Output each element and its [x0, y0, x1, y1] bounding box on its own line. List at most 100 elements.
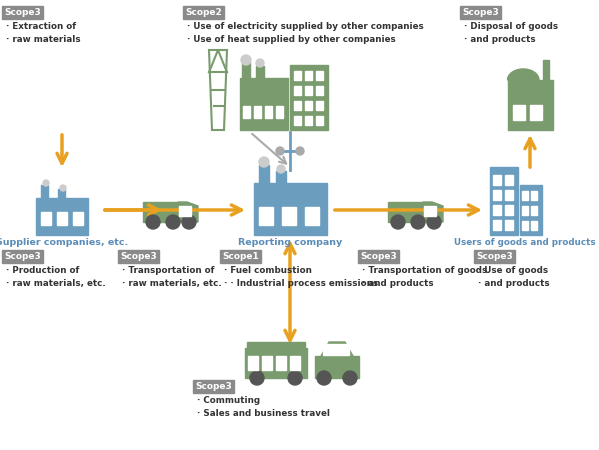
Bar	[531, 221, 537, 230]
Bar	[505, 220, 513, 230]
Text: · Disposal of goods: · Disposal of goods	[464, 22, 558, 31]
Polygon shape	[178, 202, 198, 222]
Bar	[305, 71, 312, 80]
Circle shape	[391, 215, 405, 229]
Bar	[57, 212, 67, 225]
Text: · Transportation of: · Transportation of	[122, 266, 214, 275]
Text: Scope3: Scope3	[120, 252, 157, 261]
Text: · Extraction of: · Extraction of	[6, 22, 76, 31]
Bar	[254, 106, 261, 118]
Bar	[513, 105, 525, 120]
Bar	[294, 116, 301, 125]
Bar	[276, 106, 283, 118]
Circle shape	[60, 185, 66, 191]
Text: · and products: · and products	[464, 35, 536, 44]
Bar	[505, 190, 513, 200]
Bar	[247, 342, 305, 348]
Text: Scope2: Scope2	[185, 8, 222, 17]
Bar	[315, 356, 359, 378]
Bar	[143, 202, 178, 222]
Bar	[493, 205, 501, 215]
Bar	[259, 165, 269, 183]
Bar	[179, 206, 191, 216]
Text: Scope3: Scope3	[195, 382, 232, 391]
Circle shape	[241, 55, 251, 65]
Bar	[245, 348, 307, 378]
Text: · and products: · and products	[362, 279, 434, 288]
Bar	[316, 116, 323, 125]
Bar	[305, 101, 312, 110]
Circle shape	[256, 59, 264, 67]
Circle shape	[288, 371, 302, 385]
Bar	[282, 207, 296, 225]
Circle shape	[343, 371, 357, 385]
Bar	[256, 66, 264, 78]
Bar	[290, 65, 328, 130]
Bar	[424, 206, 436, 216]
Bar	[522, 221, 528, 230]
Text: · and products: · and products	[478, 279, 550, 288]
Text: · Use of heat supplied by other companies: · Use of heat supplied by other companie…	[187, 35, 396, 44]
Circle shape	[276, 147, 284, 155]
Text: · Use of goods: · Use of goods	[478, 266, 548, 275]
Bar	[36, 198, 88, 235]
Bar	[276, 171, 286, 183]
Circle shape	[296, 147, 304, 155]
Bar	[240, 78, 288, 130]
Bar	[490, 167, 518, 235]
Circle shape	[166, 215, 180, 229]
Circle shape	[182, 215, 196, 229]
Bar	[388, 202, 423, 222]
Bar	[58, 189, 65, 198]
Text: · Sales and business travel: · Sales and business travel	[197, 409, 330, 418]
Bar	[531, 206, 537, 215]
Text: Scope3: Scope3	[476, 252, 513, 261]
Bar	[248, 356, 258, 370]
Bar	[242, 62, 250, 78]
Bar	[323, 344, 349, 355]
Bar	[530, 105, 541, 120]
Bar	[507, 80, 552, 130]
Bar	[531, 191, 537, 200]
Text: Scope3: Scope3	[360, 252, 397, 261]
Circle shape	[277, 165, 285, 173]
Bar	[290, 356, 300, 370]
Bar	[305, 86, 312, 95]
Bar	[543, 60, 549, 80]
Bar	[294, 86, 301, 95]
Text: Scope3: Scope3	[4, 8, 41, 17]
Bar	[505, 175, 513, 185]
Bar	[73, 212, 83, 225]
Bar	[493, 220, 501, 230]
Circle shape	[317, 371, 331, 385]
Text: Scope3: Scope3	[462, 8, 499, 17]
Text: · Commuting: · Commuting	[197, 396, 260, 405]
Bar	[522, 191, 528, 200]
Text: · raw materials, etc.: · raw materials, etc.	[122, 279, 222, 288]
Circle shape	[250, 371, 264, 385]
Bar	[316, 101, 323, 110]
Bar	[265, 106, 272, 118]
Bar	[254, 183, 327, 235]
Text: · Use of electricity supplied by other companies: · Use of electricity supplied by other c…	[187, 22, 423, 31]
Circle shape	[259, 157, 269, 167]
Bar	[262, 356, 272, 370]
Bar	[522, 206, 528, 215]
Bar	[41, 212, 51, 225]
Bar	[276, 356, 286, 370]
Bar	[294, 101, 301, 110]
Bar	[259, 207, 273, 225]
Text: Supplier companies, etc.: Supplier companies, etc.	[0, 238, 128, 247]
Circle shape	[411, 215, 425, 229]
Bar	[520, 185, 542, 235]
Text: Scope3: Scope3	[4, 252, 41, 261]
Bar	[316, 71, 323, 80]
Circle shape	[427, 215, 441, 229]
Bar	[305, 116, 312, 125]
Text: Scope1: Scope1	[222, 252, 259, 261]
Bar	[316, 86, 323, 95]
Polygon shape	[321, 342, 353, 356]
Text: · raw materials: · raw materials	[6, 35, 81, 44]
Text: Users of goods and products: Users of goods and products	[454, 238, 596, 247]
Bar	[41, 185, 48, 198]
